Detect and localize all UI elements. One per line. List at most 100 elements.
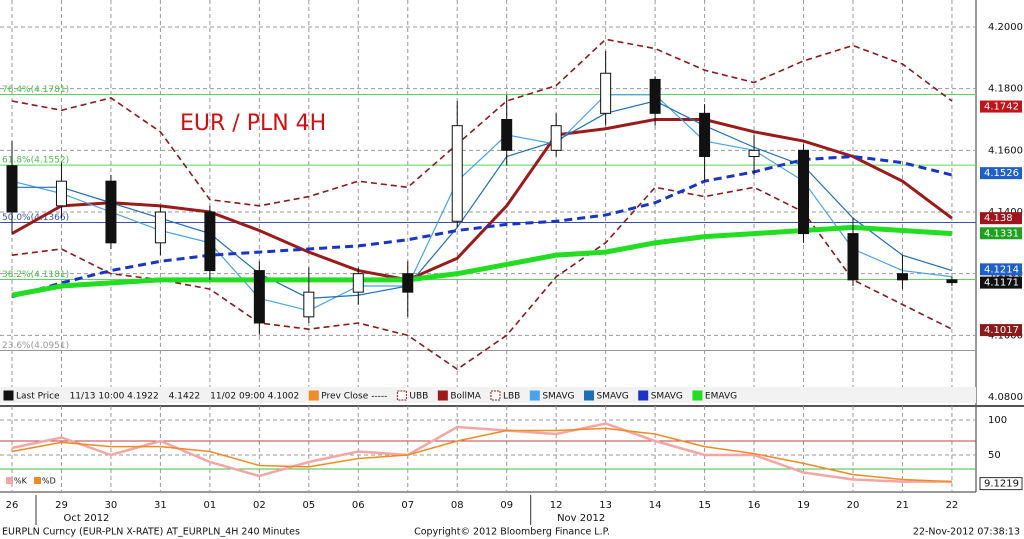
candle-body xyxy=(649,78,661,114)
candle-body xyxy=(55,180,67,207)
legend-swatch xyxy=(490,390,501,401)
candle-body xyxy=(105,180,117,244)
x-tick-label: 02 xyxy=(253,500,266,511)
x-tick-label: 07 xyxy=(401,500,414,511)
x-tick-label: 15 xyxy=(698,500,711,511)
x-tick-label: 30 xyxy=(105,500,118,511)
candle-body xyxy=(798,149,810,235)
x-tick-label: 13 xyxy=(599,500,612,511)
legend-swatch xyxy=(3,390,14,401)
price-tag-label: 4.1526 xyxy=(984,168,1019,179)
candle-body xyxy=(600,72,612,114)
candle-body xyxy=(550,125,562,151)
oscillator-tag-label: 9.1219 xyxy=(984,479,1019,490)
x-tick-label: 29 xyxy=(55,500,68,511)
price-tag xyxy=(980,212,1022,225)
candle-body xyxy=(748,149,760,157)
candle-body xyxy=(402,273,414,293)
x-tick-label: 31 xyxy=(154,500,167,511)
oscillator-line xyxy=(11,427,952,483)
candle-body xyxy=(847,233,859,281)
fib-label: 50.0%(4.1366) xyxy=(2,213,69,223)
legend-label: %K xyxy=(14,477,28,486)
footer-right: 22-Nov-2012 07:38:13 xyxy=(913,527,1020,538)
price-tag-label: 4.1214 xyxy=(984,264,1019,275)
price-tag-label: 4.1331 xyxy=(984,228,1019,239)
legend-label: SMAVG xyxy=(597,392,629,402)
x-tick-label: 19 xyxy=(797,500,810,511)
x-tick-label: 06 xyxy=(352,500,365,511)
legend-label: %D xyxy=(42,477,56,486)
candle-body xyxy=(6,165,18,213)
legend-swatch xyxy=(308,390,319,401)
month-label: Oct 2012 xyxy=(64,513,110,524)
legend-label: UBB xyxy=(409,392,428,402)
x-tick-label: 22 xyxy=(946,500,959,511)
candle-body xyxy=(946,279,958,284)
candle-body xyxy=(253,270,265,324)
candle-body xyxy=(896,273,908,281)
legend-label: SMAVG xyxy=(651,392,683,402)
x-tick-label: 21 xyxy=(896,500,909,511)
candle-body xyxy=(154,211,166,244)
indicator-line xyxy=(11,118,953,282)
chart-title: EUR / PLN 4H xyxy=(180,111,326,136)
y-tick-label: 50 xyxy=(988,450,1001,461)
y-tick-label: 4.0800 xyxy=(988,392,1023,403)
legend-swatch xyxy=(638,390,649,401)
price-tag xyxy=(980,276,1022,289)
x-tick-label: 20 xyxy=(847,500,860,511)
candle-body xyxy=(303,291,315,318)
footer-left: EURPLN Curncy (EUR-PLN X-RATE) AT_EURPLN… xyxy=(2,527,300,538)
indicator-line xyxy=(11,94,953,312)
legend-swatch xyxy=(396,390,407,401)
x-tick-label: 01 xyxy=(204,500,217,511)
oscillator-line xyxy=(11,422,952,483)
indicator-line xyxy=(11,224,953,298)
legend-label: EMAVG xyxy=(705,392,737,402)
fib-label: 61.8%(4.1552) xyxy=(2,156,69,166)
x-tick-label: 12 xyxy=(550,500,563,511)
legend-swatch xyxy=(692,390,703,401)
legend-label: 4.1422 xyxy=(169,392,201,402)
legend-label: 11/13 10:00 4.1922 xyxy=(70,392,159,402)
legend-swatch xyxy=(437,390,448,401)
fib-label: 23.6%(4.0951) xyxy=(2,341,69,351)
y-tick-label: 4.1600 xyxy=(988,145,1023,156)
y-tick-label: 4.2000 xyxy=(988,22,1023,33)
legend-label: BollMA xyxy=(450,392,481,402)
x-tick-label: 05 xyxy=(302,500,315,511)
fib-label: 38.2%(4.1181) xyxy=(2,270,69,280)
candle-body xyxy=(451,125,463,222)
legend-label: LBB xyxy=(503,392,520,402)
price-tag-label: 4.1742 xyxy=(984,102,1019,113)
y-tick-label: 4.1800 xyxy=(988,84,1023,95)
price-tag xyxy=(980,227,1022,240)
x-tick-label: 26 xyxy=(6,500,19,511)
candle-body xyxy=(352,273,364,293)
price-tag xyxy=(980,324,1022,337)
oscillator-tag xyxy=(979,477,1023,491)
indicator-line xyxy=(11,154,953,299)
legend-label: 11/02 09:00 4.1002 xyxy=(210,392,299,402)
fib-label: 76.4%(4.1781) xyxy=(2,85,69,95)
candle-body xyxy=(204,211,216,272)
legend-label: SMAVG xyxy=(542,392,574,402)
footer-center: Copyright© 2012 Bloomberg Finance L.P. xyxy=(414,527,610,538)
x-tick-label: 14 xyxy=(649,500,662,511)
x-tick-label: 08 xyxy=(451,500,464,511)
legend-swatch xyxy=(584,390,595,401)
y-tick-label: 100 xyxy=(988,415,1007,426)
legend-swatch xyxy=(34,477,41,484)
month-label: Nov 2012 xyxy=(557,513,605,524)
price-tag-label: 4.138 xyxy=(984,213,1013,224)
price-tag xyxy=(980,263,1022,276)
legend-swatch xyxy=(6,477,13,484)
legend-label: Prev Close ----- xyxy=(321,392,387,402)
legend-swatch xyxy=(529,390,540,401)
indicator-line xyxy=(11,38,953,207)
price-tag-label: 4.1171 xyxy=(984,278,1019,289)
legend-bg xyxy=(0,387,976,403)
